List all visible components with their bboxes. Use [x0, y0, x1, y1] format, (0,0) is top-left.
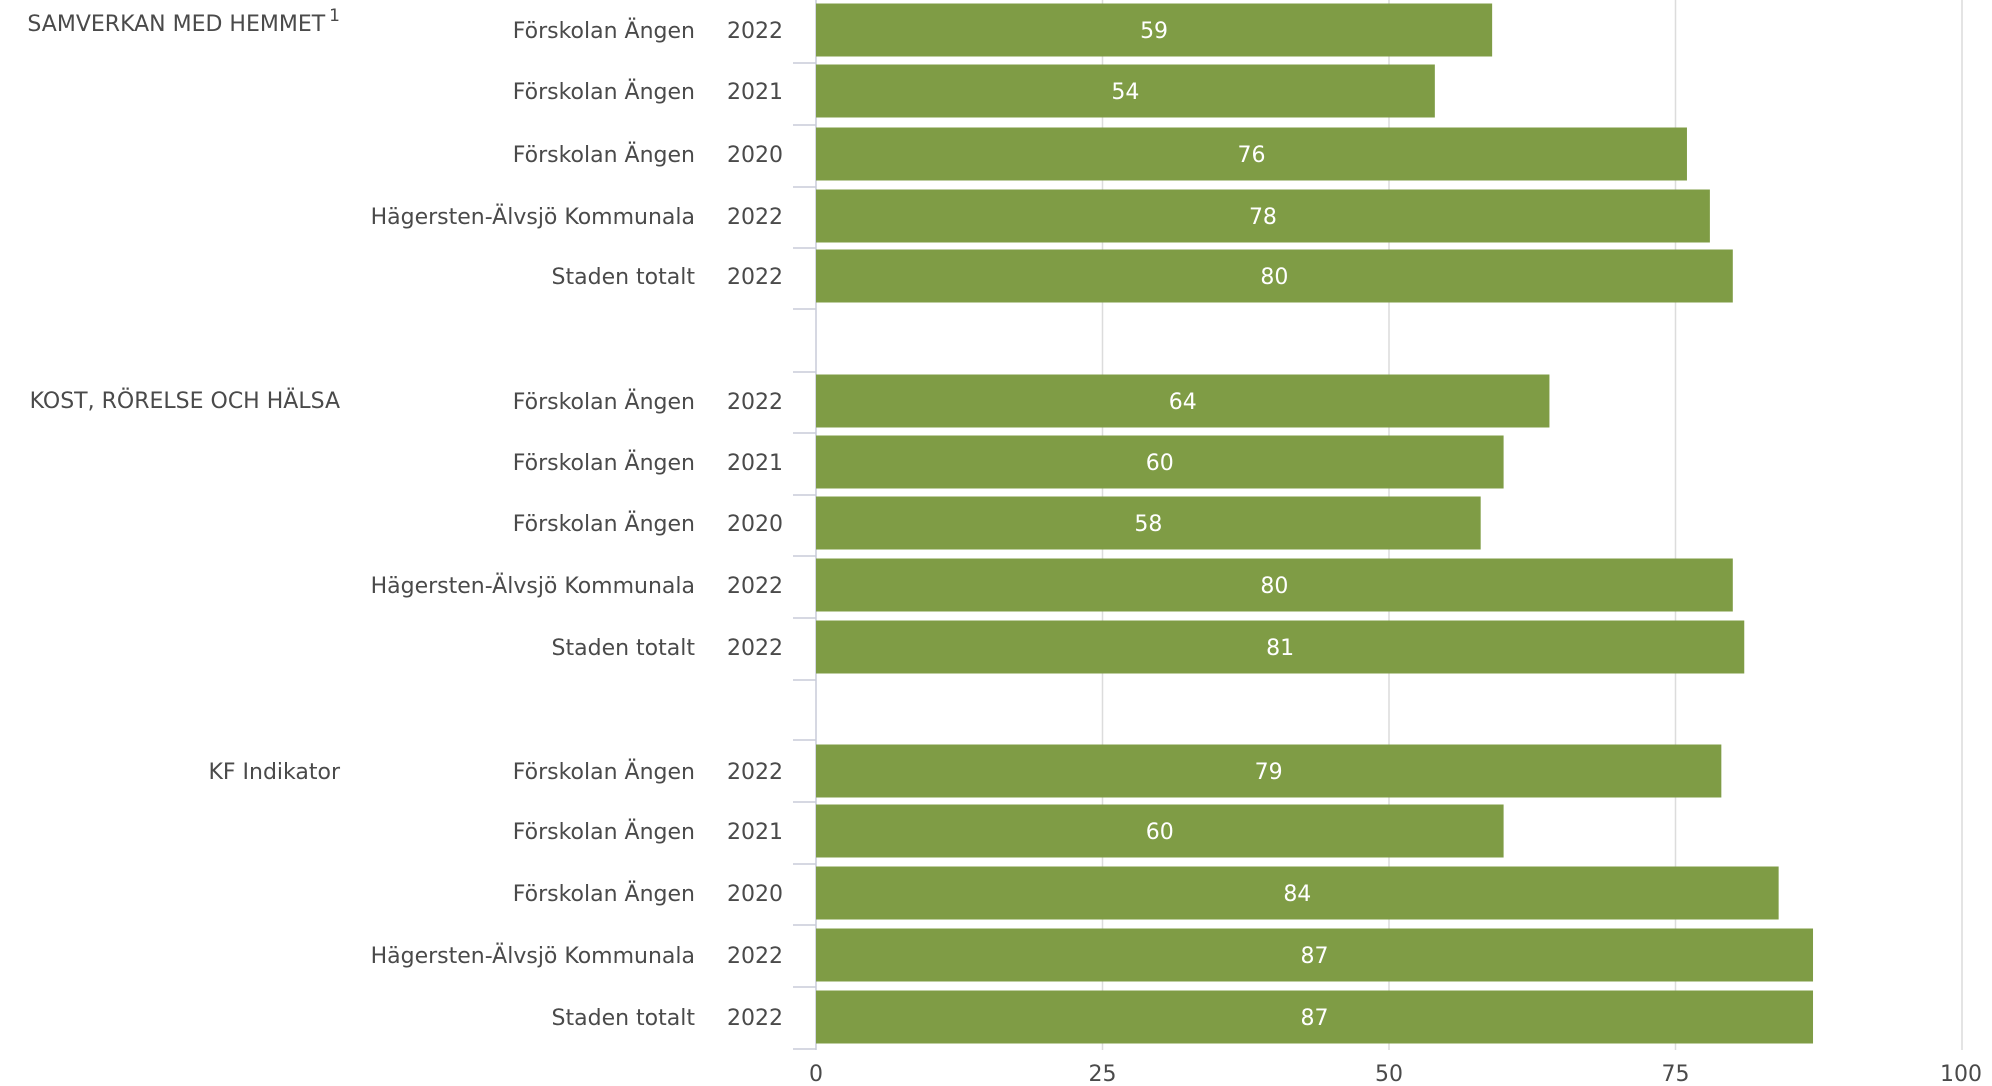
bar-value-label: 81: [1266, 636, 1294, 661]
row-label: Staden totalt: [552, 1006, 696, 1031]
row-label: Förskolan Ängen: [513, 511, 695, 537]
row-label: Förskolan Ängen: [513, 881, 695, 907]
bar-value-label: 87: [1301, 944, 1329, 969]
bar-value-label: 87: [1301, 1006, 1329, 1031]
row-year: 2022: [727, 390, 783, 415]
row-year: 2022: [727, 1006, 783, 1031]
bar: [816, 804, 1504, 858]
row-year: 2020: [727, 512, 783, 537]
bar-value-label: 80: [1260, 265, 1288, 290]
bar-value-label: 64: [1169, 390, 1197, 415]
group-title: SAMVERKAN MED HEMMET 1: [27, 6, 340, 37]
row-year: 2022: [727, 944, 783, 969]
row-year: 2020: [727, 143, 783, 168]
row-label: Förskolan Ängen: [513, 759, 695, 785]
x-tick-label: 100: [1940, 1062, 1982, 1086]
bar: [816, 374, 1550, 428]
row-year: 2022: [727, 19, 783, 44]
bar: [816, 866, 1779, 920]
bar: [816, 3, 1493, 57]
row-label: Förskolan Ängen: [513, 389, 695, 415]
row-year: 2022: [727, 636, 783, 661]
row-label: Staden totalt: [552, 636, 696, 661]
row-label: Förskolan Ängen: [513, 18, 695, 44]
bar: [816, 249, 1733, 303]
row-year: 2022: [727, 205, 783, 230]
bar: [816, 744, 1722, 798]
bar: [816, 189, 1710, 243]
row-label: Förskolan Ängen: [513, 142, 695, 168]
group-title: KF Indikator: [208, 760, 341, 785]
bar-value-label: 58: [1134, 512, 1162, 537]
bar-value-label: 60: [1146, 820, 1174, 845]
row-label: Staden totalt: [552, 265, 696, 290]
bar: [816, 558, 1733, 612]
row-label: Hägersten-Älvsjö Kommunala: [371, 943, 695, 969]
bar-value-label: 80: [1260, 574, 1288, 599]
bar-value-label: 60: [1146, 451, 1174, 476]
bar: [816, 990, 1814, 1044]
row-label: Hägersten-Älvsjö Kommunala: [371, 204, 695, 230]
bar-value-label: 84: [1283, 882, 1311, 907]
row-label: Förskolan Ängen: [513, 450, 695, 476]
row-label: Förskolan Ängen: [513, 79, 695, 105]
bar-value-label: 76: [1237, 143, 1265, 168]
bar-value-label: 54: [1111, 80, 1139, 105]
row-year: 2021: [727, 451, 783, 476]
bar-value-label: 78: [1249, 205, 1277, 230]
bar: [816, 435, 1504, 489]
row-label: Förskolan Ängen: [513, 819, 695, 845]
x-tick-label: 0: [809, 1062, 823, 1086]
bar-value-label: 59: [1140, 19, 1168, 44]
row-year: 2022: [727, 574, 783, 599]
x-tick-label: 25: [1089, 1062, 1117, 1086]
x-tick-label: 50: [1375, 1062, 1403, 1086]
bar: [816, 620, 1745, 674]
bar: [816, 127, 1687, 181]
row-label: Hägersten-Älvsjö Kommunala: [371, 573, 695, 599]
bar: [816, 64, 1435, 118]
row-year: 2020: [727, 882, 783, 907]
x-tick-label: 75: [1662, 1062, 1690, 1086]
row-year: 2022: [727, 760, 783, 785]
row-year: 2021: [727, 80, 783, 105]
group-title: KOST, RÖRELSE OCH HÄLSA: [30, 388, 340, 414]
bar-value-label: 79: [1255, 760, 1283, 785]
row-year: 2021: [727, 820, 783, 845]
bar: [816, 496, 1481, 550]
row-year: 2022: [727, 265, 783, 290]
bar: [816, 928, 1814, 982]
